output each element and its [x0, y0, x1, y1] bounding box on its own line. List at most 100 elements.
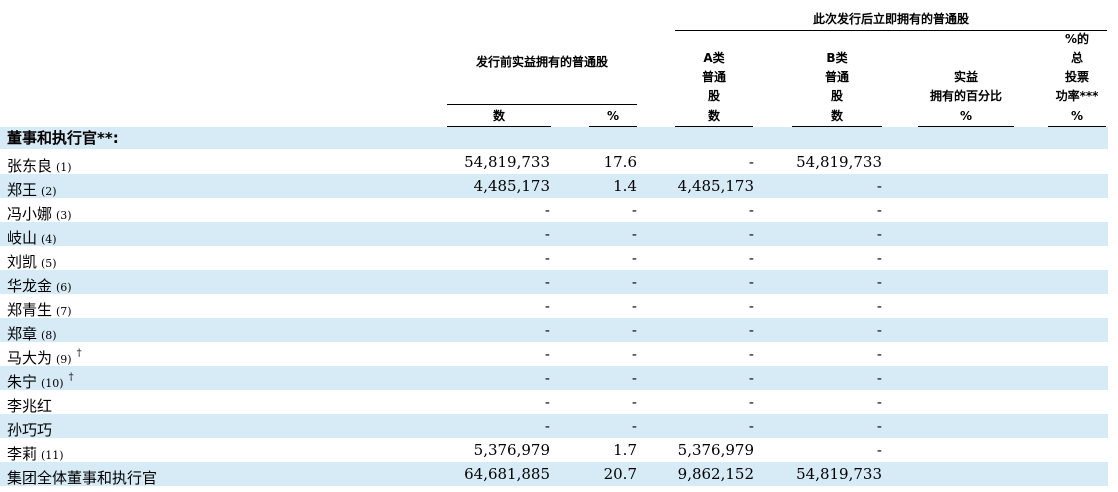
group-header-after-offering: 此次发行后立即拥有的普通股 [812, 12, 969, 26]
cell-class-b-number: - [876, 393, 882, 411]
cell-pre-percent: - [631, 417, 637, 435]
cell-pre-percent: 1.7 [613, 441, 637, 459]
subheader-beneficial-percent: % [959, 109, 973, 123]
cell-class-a-number: - [748, 249, 754, 267]
cell-pre-percent: 1.4 [613, 177, 637, 195]
cell-pre-percent: - [631, 297, 637, 315]
cell-class-b-number: - [876, 441, 882, 459]
header-class-b: B类 普通股 [824, 51, 849, 103]
row-band [0, 462, 1108, 486]
row-name: 冯小娜 (3) [7, 198, 77, 223]
dagger-mark: † [76, 348, 82, 359]
row-name: 马大为 (9) † [7, 342, 82, 367]
cell-class-b-number: - [876, 225, 882, 243]
footnote-ref: (10) [41, 377, 64, 390]
cell-pre-number: - [544, 249, 550, 267]
holder-name: 孙巧巧 [7, 421, 53, 439]
holder-name: 冯小娜 [7, 205, 53, 223]
header-class-a: A类 普通股 [701, 51, 726, 103]
cell-class-b-number: - [876, 369, 882, 387]
cell-class-a-number: - [748, 273, 754, 291]
footnote-ref: (5) [41, 257, 57, 270]
cell-pre-number: - [544, 297, 550, 315]
sub-rule-pre-percent [589, 126, 637, 127]
cell-pre-percent: - [631, 369, 637, 387]
holder-name: 李兆红 [7, 397, 53, 415]
cell-pre-percent: - [631, 321, 637, 339]
cell-pre-number: - [544, 345, 550, 363]
cell-class-a-number: - [748, 153, 754, 171]
cell-pre-number: 5,376,979 [473, 441, 550, 459]
row-band [0, 366, 1108, 390]
row-name: 李兆红 [7, 390, 61, 415]
row-name: 孙巧巧 [7, 414, 61, 439]
row-name: 刘凯 (5) [7, 246, 62, 271]
cell-class-a-number: 5,376,979 [677, 441, 754, 459]
row-name: 郑王 (2) [7, 174, 62, 199]
cell-pre-percent: 20.7 [603, 465, 637, 483]
cell-pre-number: - [544, 201, 550, 219]
cell-pre-percent: - [631, 201, 637, 219]
cell-pre-percent: - [631, 393, 637, 411]
cell-pre-number: - [544, 273, 550, 291]
subheader-class-a-number: 数 [707, 109, 720, 123]
subheader-class-b-number: 数 [830, 109, 843, 123]
cell-class-b-number: - [876, 417, 882, 435]
row-name: 张东良 (1) [7, 150, 77, 175]
cell-pre-number: 64,681,885 [464, 465, 550, 483]
cell-pre-number: - [544, 225, 550, 243]
row-band [0, 318, 1108, 342]
sub-rule-pre-number [447, 126, 551, 127]
sub-rule-class-a [675, 126, 753, 127]
cell-class-a-number: 4,485,173 [677, 177, 754, 195]
footnote-ref: (2) [41, 185, 57, 198]
footnote-ref: (3) [56, 209, 72, 222]
cell-class-b-number: - [876, 201, 882, 219]
holder-name: 张东良 [7, 157, 53, 175]
header-beneficial-percent: 实益 拥有的百分比 [929, 70, 1002, 103]
holder-name: 华龙金 [7, 277, 53, 295]
cell-class-a-number: - [748, 417, 754, 435]
cell-pre-number: - [544, 417, 550, 435]
subheader-voting-percent: % [1070, 109, 1084, 123]
footnote-ref: (11) [41, 449, 64, 462]
footnote-ref: (1) [56, 161, 72, 174]
holder-name: 李莉 [7, 445, 38, 463]
cell-pre-number: 4,485,173 [473, 177, 550, 195]
cell-class-b-number: - [876, 249, 882, 267]
cell-pre-number: - [544, 393, 550, 411]
cell-class-b-number: - [876, 297, 882, 315]
holder-name: 集团全体董事和执行官 [7, 469, 158, 487]
row-band [0, 270, 1108, 294]
header-voting-power: %的总 投票 功率*** [1055, 32, 1099, 103]
cell-class-b-number: - [876, 273, 882, 291]
row-name: 华龙金 (6) [7, 270, 77, 295]
row-name: 李莉 (11) [7, 438, 69, 463]
cell-class-a-number: - [748, 345, 754, 363]
header-pre-offering: 发行前实益拥有的普通股 [475, 55, 608, 69]
cell-class-b-number: - [876, 177, 882, 195]
row-band [0, 174, 1108, 198]
row-name: 岐山 (4) [7, 222, 62, 247]
cell-class-a-number: - [748, 321, 754, 339]
cell-pre-number: 54,819,733 [464, 153, 550, 171]
subheader-pre-number: 数 [492, 109, 505, 123]
cell-class-b-number: 54,819,733 [796, 465, 882, 483]
holder-name: 朱宁 [7, 373, 38, 391]
cell-class-a-number: - [748, 297, 754, 315]
footnote-ref: (8) [41, 329, 57, 342]
subheader-pre-percent: % [606, 109, 620, 123]
footnote-ref: (7) [56, 305, 72, 318]
holder-name: 刘凯 [7, 253, 38, 271]
cell-pre-percent: - [631, 249, 637, 267]
cell-pre-number: - [544, 321, 550, 339]
cell-class-b-number: - [876, 321, 882, 339]
row-name: 郑章 (8) [7, 318, 62, 343]
sub-rule-voting [1048, 126, 1106, 127]
footnote-ref: (6) [56, 281, 72, 294]
holder-name: 郑青生 [7, 301, 53, 319]
holder-name: 马大为 [7, 349, 53, 367]
cell-class-a-number: - [748, 393, 754, 411]
row-name: 集团全体董事和执行官 [7, 462, 166, 487]
footnote-ref: (4) [41, 233, 57, 246]
